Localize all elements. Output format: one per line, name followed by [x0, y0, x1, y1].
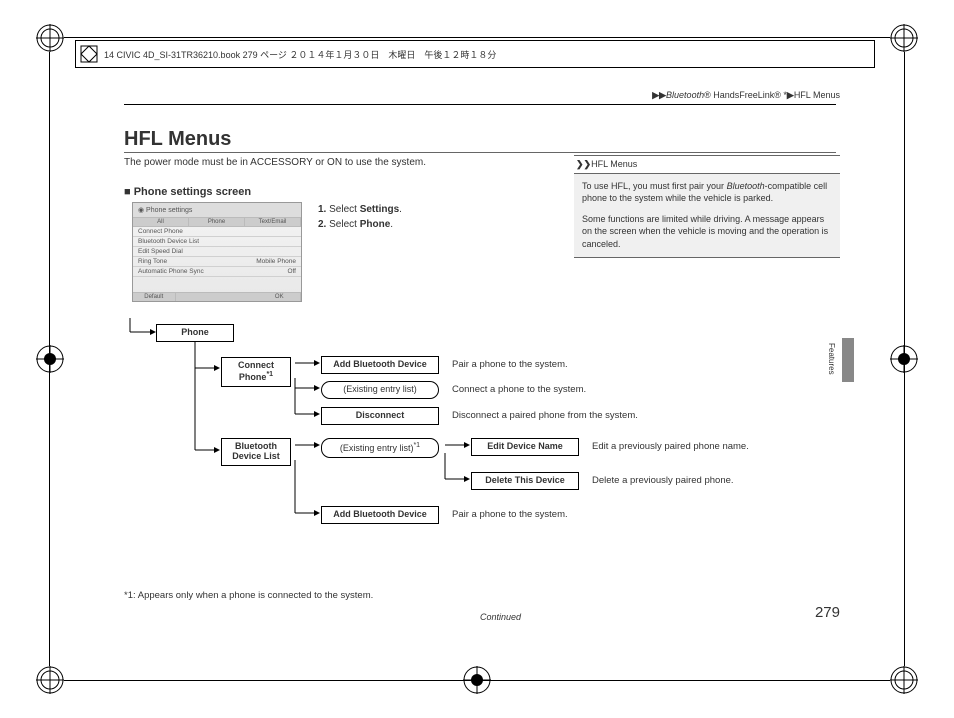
breadcrumb: ▶▶Bluetooth® HandsFreeLink® *▶HFL Menus [652, 90, 840, 101]
book-icon [80, 45, 98, 63]
steps-list: 1. Select Settings. 2. Select Phone. [318, 202, 402, 232]
reg-mark-br [890, 666, 918, 694]
reg-mark-ml [36, 345, 64, 373]
fc-disconnect: Disconnect [321, 407, 439, 425]
subheading: Phone settings screen [124, 186, 251, 198]
ss-ok-btn: OK [259, 293, 302, 301]
continued-label: Continued [480, 612, 521, 622]
crop-line-right [904, 52, 905, 666]
breadcrumb-arrow-icon: ▶ [787, 90, 794, 100]
step-1: 1. Select Settings. [318, 202, 402, 217]
ss-tab-phone: Phone [189, 218, 245, 226]
phone-settings-screenshot: ◉ Phone settings All Phone Text/Email Co… [132, 202, 302, 302]
fc-bluetooth-list: Bluetooth Device List [221, 438, 291, 466]
sidebar-arrow-icon: ❯❯ [576, 159, 591, 169]
ss-tab-text: Text/Email [245, 218, 301, 226]
crop-line-bottom [64, 680, 890, 681]
fc-add-bt-1-desc: Pair a phone to the system. [452, 359, 568, 370]
fc-delete: Delete This Device [471, 472, 579, 490]
fc-connect-phone: Connect Phone*1 [221, 357, 291, 387]
top-rule [124, 104, 836, 105]
reg-mark-tr [890, 24, 918, 52]
breadcrumb-arrow-icon: ▶▶ [652, 90, 666, 100]
fc-add-bt-2-desc: Pair a phone to the system. [452, 509, 568, 520]
reg-mark-tl [36, 24, 64, 52]
fc-disconnect-desc: Disconnect a paired phone from the syste… [452, 410, 638, 421]
footnote: *1: Appears only when a phone is connect… [124, 590, 373, 601]
crop-line-top [64, 37, 890, 38]
reg-mark-bl [36, 666, 64, 694]
ss-tab-all: All [133, 218, 189, 226]
page-number: 279 [815, 604, 840, 621]
fc-existing-1: (Existing entry list) [321, 381, 439, 399]
flowchart: Phone Connect Phone*1 Bluetooth Device L… [126, 318, 836, 578]
header-meta-text: 14 CIVIC 4D_SI-31TR36210.book 279 ページ ２０… [104, 48, 496, 61]
fc-existing-2: (Existing entry list)*1 [321, 438, 439, 458]
page-title: HFL Menus [124, 128, 231, 151]
fc-add-bt-2: Add Bluetooth Device [321, 506, 439, 524]
fc-existing-1-desc: Connect a phone to the system. [452, 384, 586, 395]
fc-edit-name-desc: Edit a previously paired phone name. [592, 441, 749, 452]
fc-delete-desc: Delete a previously paired phone. [592, 475, 734, 486]
sidebar-p1: To use HFL, you must first pair your Blu… [582, 180, 832, 205]
sidebar-note: ❯❯HFL Menus To use HFL, you must first p… [574, 155, 840, 258]
header-meta-box: 14 CIVIC 4D_SI-31TR36210.book 279 ページ ２０… [75, 40, 875, 68]
title-rule [124, 152, 836, 153]
sidebar-p2: Some functions are limited while driving… [582, 213, 832, 251]
step-2: 2. Select Phone. [318, 217, 402, 232]
features-tab [842, 338, 854, 382]
ss-default-btn: Default [133, 293, 176, 301]
fc-edit-name: Edit Device Name [471, 438, 579, 456]
fc-phone: Phone [156, 324, 234, 342]
intro-text: The power mode must be in ACCESSORY or O… [124, 157, 426, 168]
crop-line-left [49, 52, 50, 666]
ss-title: ◉ Phone settings [133, 203, 301, 218]
fc-add-bt-1: Add Bluetooth Device [321, 356, 439, 374]
